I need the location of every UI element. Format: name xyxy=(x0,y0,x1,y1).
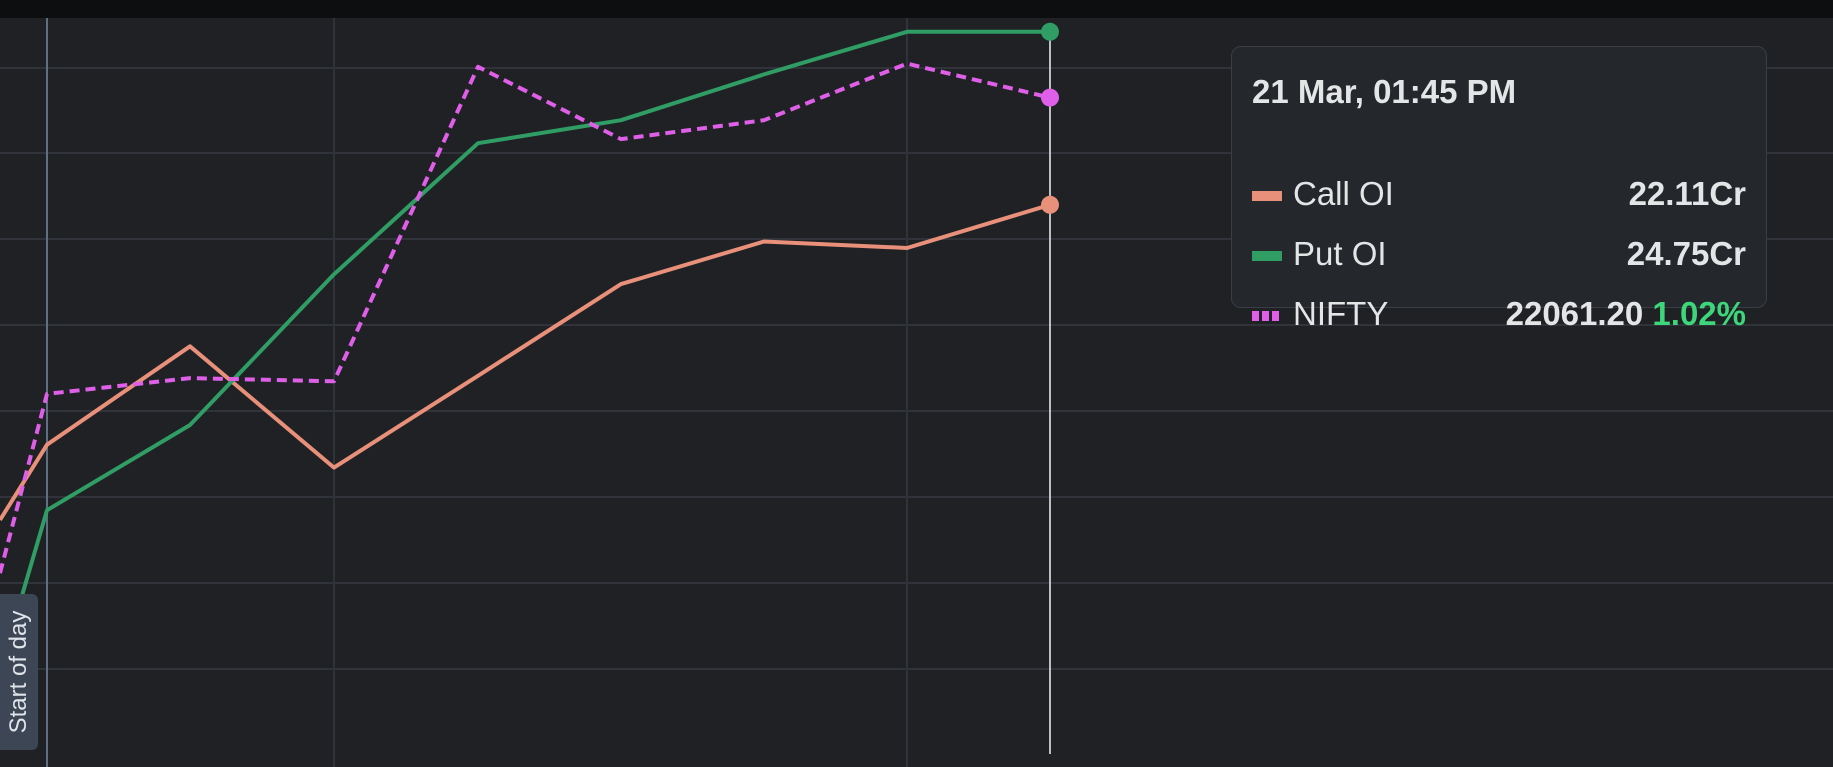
nifty-change: 1.02% xyxy=(1652,295,1746,332)
tooltip-row-value: 24.75Cr xyxy=(1626,235,1746,272)
tooltip-row-value: 22.11Cr xyxy=(1628,175,1746,212)
start-of-day-text: Start of day xyxy=(5,610,32,734)
tooltip-row-put-oi: Put OI 24.75Cr xyxy=(1252,235,1746,275)
series-line-nifty xyxy=(0,61,1051,574)
hover-point-call-oi xyxy=(1041,195,1059,214)
tooltip-timestamp: 21 Mar, 01:45 PM xyxy=(1252,73,1517,110)
call-oi-swatch-icon xyxy=(1252,191,1282,201)
start-of-day-label: Start of day xyxy=(0,594,38,750)
tooltip-row-value: 22061.20 1.02% xyxy=(1505,295,1746,332)
tooltip-row-nifty: NIFTY 22061.20 1.02% xyxy=(1252,295,1746,335)
chart-series xyxy=(0,29,1051,672)
chart-tooltip: 21 Mar, 01:45 PM Call OI 22.11Cr Put OI … xyxy=(1231,46,1767,332)
put-oi-swatch-icon xyxy=(1252,251,1282,261)
series-line-call-oi xyxy=(0,202,1051,522)
nifty-swatch-icon xyxy=(1252,311,1282,321)
hover-point-put-oi xyxy=(1041,22,1059,41)
tooltip-row-name: NIFTY xyxy=(1293,295,1389,332)
chart-markers xyxy=(1041,22,1059,754)
hover-point-nifty xyxy=(1041,88,1059,107)
series-line-put-oi xyxy=(0,29,1050,672)
tooltip-row-name: Call OI xyxy=(1293,175,1394,212)
top-bar xyxy=(0,0,1833,18)
tooltip-row-name: Put OI xyxy=(1293,235,1387,272)
tooltip-row-call-oi: Call OI 22.11Cr xyxy=(1252,175,1746,215)
